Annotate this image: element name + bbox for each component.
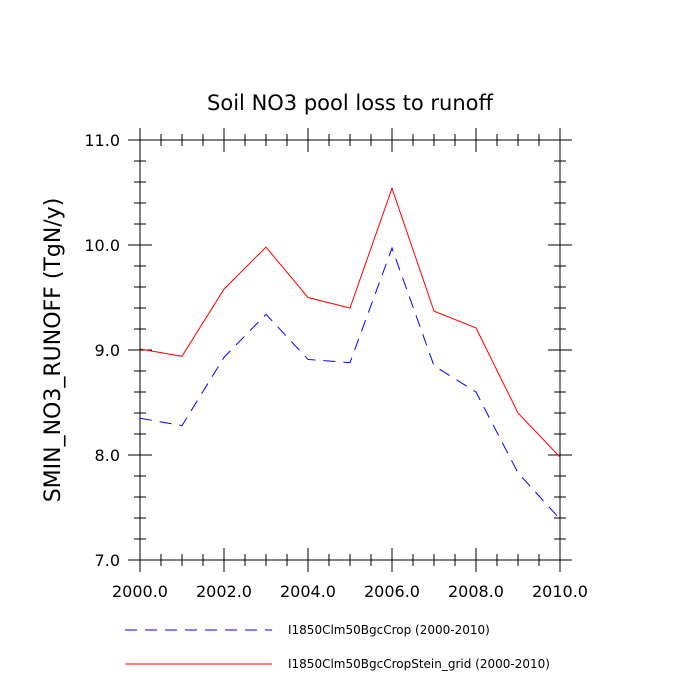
x-tick-label: 2000.0 bbox=[112, 582, 168, 601]
x-tick-label: 2008.0 bbox=[448, 582, 504, 601]
y-axis-label: SMIN_NO3_RUNOFF (TgN/y) bbox=[41, 198, 66, 503]
series-line-2 bbox=[139, 186, 561, 458]
y-tick-label: 10.0 bbox=[84, 236, 120, 255]
y-tick-label: 8.0 bbox=[95, 446, 120, 465]
x-tick-label: 2002.0 bbox=[196, 582, 252, 601]
chart-title: Soil NO3 pool loss to runoff bbox=[207, 91, 493, 115]
legend: I1850Clm50BgcCrop (2000-2010) I1850Clm50B… bbox=[125, 623, 550, 671]
x-tick-label: 2006.0 bbox=[364, 582, 420, 601]
y-tick-label: 7.0 bbox=[95, 551, 120, 570]
plot-area: 2000.0 2002.0 2004.0 2006.0 2008.0 2010.0 7.0 8… bbox=[84, 128, 588, 601]
series-line-1 bbox=[139, 246, 561, 520]
legend-label-1: I1850Clm50BgcCrop (2000-2010) bbox=[288, 623, 490, 637]
y-tick-label: 9.0 bbox=[95, 341, 120, 360]
legend-label-2: I1850Clm50BgcCropStein_grid (2000-2010) bbox=[288, 657, 550, 671]
x-tick-label: 2004.0 bbox=[280, 582, 336, 601]
plot-frame bbox=[139, 139, 561, 561]
y-tick-label: 11.0 bbox=[84, 131, 120, 150]
x-tick-label: 2010.0 bbox=[532, 582, 588, 601]
